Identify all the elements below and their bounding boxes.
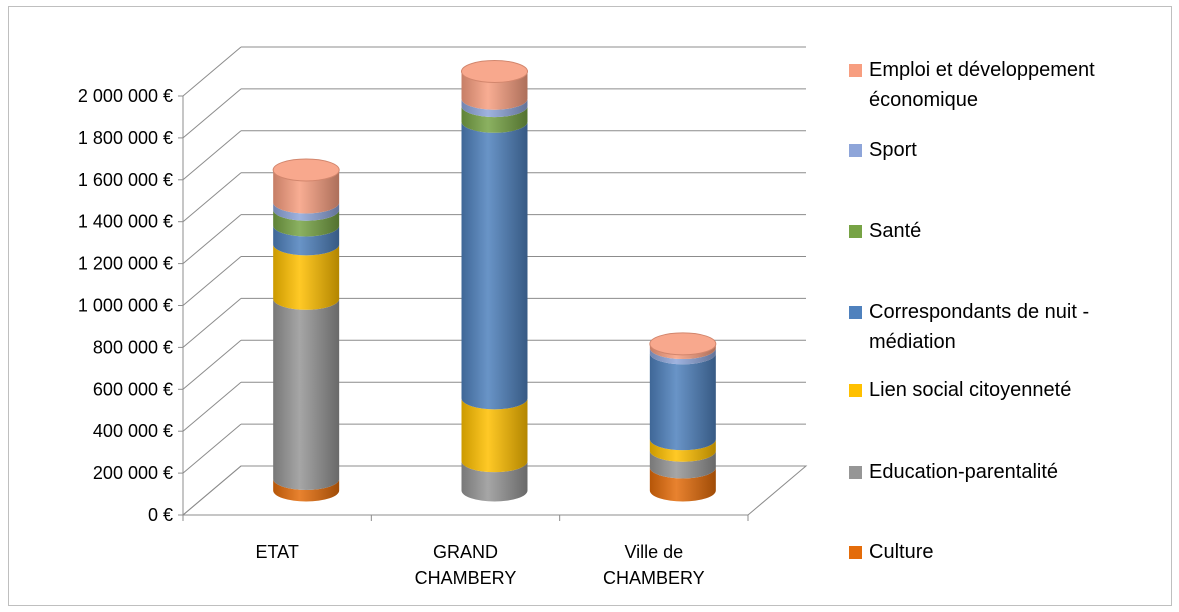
legend-label: Education-parentalité (869, 461, 1058, 483)
legend-label: Santé (869, 220, 921, 242)
bar-segment-correspondants-de-nuit-m-diation (649, 353, 716, 451)
legend-label: Lien social citoyenneté (869, 379, 1071, 401)
bars (272, 60, 717, 502)
legend-item-sport: Sport (849, 139, 917, 161)
bar-segment-education-parentalit- (649, 450, 716, 479)
legend-item-lien-social-citoyennet-: Lien social citoyenneté (849, 379, 1071, 401)
x-tick-label: GRAND (433, 542, 498, 562)
y-tick-label: 400 000 € (93, 421, 173, 441)
y-tick-label: 1 200 000 € (78, 254, 173, 274)
bar-segment-culture (273, 478, 340, 502)
bar-segment-correspondants-de-nuit-m-diation (461, 121, 528, 410)
bar-segment-education-parentalit- (461, 461, 528, 502)
legend-item-sant-: Santé (849, 220, 921, 242)
bar-segment-lien-social-citoyennet- (649, 439, 716, 462)
bar-segment-sant- (461, 106, 528, 133)
chart-frame (8, 6, 1172, 606)
bar-segment-sport (461, 98, 528, 118)
y-tick-label: 0 € (148, 505, 173, 525)
bar-stack-ville-de-chambery (649, 332, 717, 502)
legend-label: Correspondants de nuit - (869, 301, 1089, 323)
legend-item-emploi-et-d-veloppement-conomique: Emploi et développement économique (849, 59, 1095, 111)
bar-segment-lien-social-citoyennet- (273, 244, 340, 310)
bar-segment-emploi-et-d-veloppement-conomique (649, 343, 716, 360)
y-tick-label: 1 400 000 € (78, 212, 173, 232)
legend-label: Emploi et développement (869, 59, 1095, 81)
bar-stack-etat (272, 158, 340, 502)
bar-segment-sant- (273, 209, 340, 237)
y-tick-label: 1 800 000 € (78, 128, 173, 148)
legend-swatch (849, 225, 862, 238)
bar-stack-grand-chambery (461, 60, 528, 502)
gridline-side (182, 46, 242, 97)
x-tick-label: ETAT (255, 542, 298, 562)
legend: Emploi et développement économique Sport Sa… (849, 59, 1095, 563)
gridline-side (182, 339, 242, 390)
x-tick-label: Ville de (624, 542, 683, 562)
gridline-side (182, 88, 242, 139)
legend-swatch (849, 144, 862, 157)
bar-segment-lien-social-citoyennet- (461, 398, 528, 473)
x-axis-ticks: ETAT GRAND CHAMBERY Ville de CHAMBERY (255, 542, 704, 588)
legend-swatch (849, 384, 862, 397)
legend-swatch (849, 546, 862, 559)
legend-swatch (849, 466, 862, 479)
gridline-side (182, 423, 242, 474)
y-tick-label: 2 000 000 € (78, 86, 173, 106)
legend-item-correspondants-de-nuit-m-diation: Correspondants de nuit - médiation (849, 301, 1089, 353)
bar-segment-sport (649, 348, 716, 365)
y-tick-label: 1 000 000 € (78, 296, 173, 316)
y-tick-label: 1 600 000 € (78, 170, 173, 190)
gridline-side (182, 256, 242, 306)
bar-segment-sport (273, 202, 340, 221)
gridline-side (182, 172, 242, 223)
legend-item-education-parentalit-: Education-parentalité (849, 461, 1058, 483)
y-tick-label: 800 000 € (93, 337, 173, 357)
bar-segment-emploi-et-d-veloppement-conomique (273, 169, 340, 214)
legend-swatch (849, 306, 862, 319)
legend-label: Sport (869, 139, 917, 161)
bar-segment-correspondants-de-nuit-m-diation (273, 225, 340, 256)
gridline-side (182, 465, 242, 516)
legend-item-culture: Culture (849, 541, 933, 563)
y-tick-label: 200 000 € (93, 463, 173, 483)
legend-label: Culture (869, 541, 933, 563)
bar-top-cap (272, 158, 340, 182)
bar-top-cap (649, 332, 717, 356)
x-tick-label: CHAMBERY (415, 568, 517, 588)
y-axis-ticks: 0 € 200 000 € 400 000 € 600 000 € 800 000 € 1… (78, 86, 173, 525)
gridline-side (182, 214, 242, 264)
bar-segment-culture (649, 467, 716, 502)
gridline-side (182, 381, 242, 432)
bar-top-cap (461, 60, 528, 83)
gridline-side (182, 130, 242, 181)
bar-segment-education-parentalit- (273, 298, 340, 490)
y-tick-label: 600 000 € (93, 379, 173, 399)
legend-label: médiation (869, 331, 956, 353)
axes (178, 95, 749, 521)
legend-label: économique (869, 89, 978, 111)
x-tick-label: CHAMBERY (603, 568, 705, 588)
legend-swatch (849, 64, 862, 77)
gridline-side (182, 298, 242, 348)
